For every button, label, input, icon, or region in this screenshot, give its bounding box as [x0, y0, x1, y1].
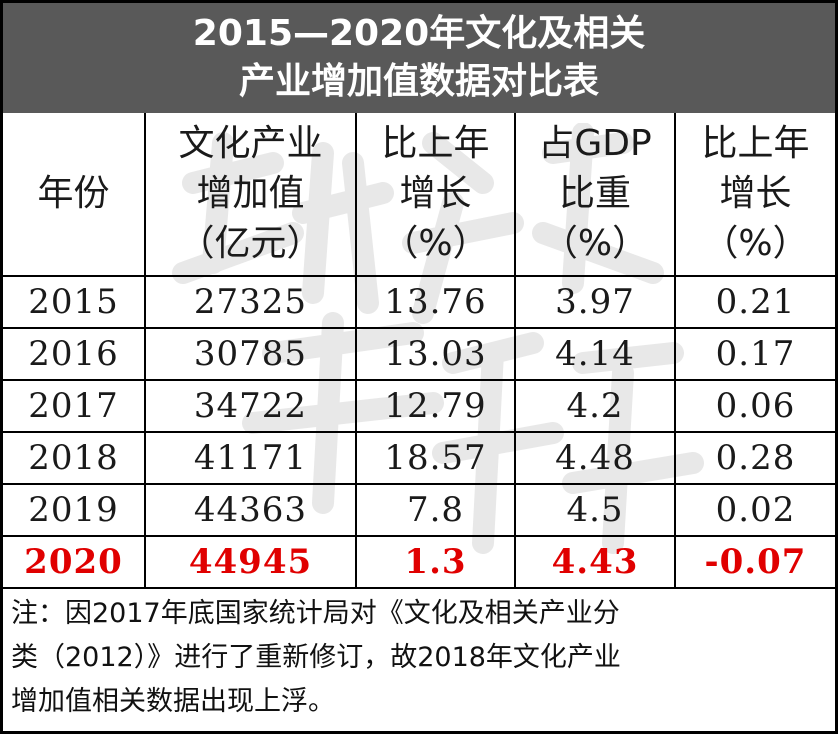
- cell-share-change: 0.28: [674, 431, 835, 485]
- header-year: 年份: [3, 113, 146, 277]
- header-growth-line-3: （%）: [382, 223, 489, 264]
- header-gdp-share-line-2: 比重: [558, 173, 631, 214]
- cell-value: 27325: [144, 275, 357, 329]
- table-row: 2018 41171 18.57 4.48 0.28: [3, 431, 835, 485]
- cell-gdp-share: 4.48: [514, 431, 676, 485]
- header-share-change-line-2: 增长: [719, 173, 792, 214]
- cell-gdp-share: 4.43: [514, 535, 676, 589]
- header-share-change-line-1: 比上年: [701, 123, 810, 164]
- header-growth-line-2: 增长: [399, 173, 472, 214]
- cell-share-change: -0.07: [674, 535, 835, 589]
- table-row: 2016 30785 13.03 4.14 0.17: [3, 327, 835, 381]
- cell-growth: 18.57: [355, 431, 516, 485]
- cell-share-change: 0.17: [674, 327, 835, 381]
- cell-value: 34722: [144, 379, 357, 433]
- header-growth-line-1: 比上年: [381, 123, 490, 164]
- header-value-line-2: 增加值: [196, 173, 305, 214]
- cell-growth: 13.76: [355, 275, 516, 329]
- header-gdp-share-line-3: （%）: [541, 223, 649, 264]
- cell-year: 2015: [3, 275, 146, 329]
- cell-share-change: 0.02: [674, 483, 835, 537]
- cell-value: 44363: [144, 483, 357, 537]
- cell-year: 2016: [3, 327, 146, 381]
- cell-growth: 1.3: [355, 535, 516, 589]
- header-value: 文化产业 增加值 （亿元）: [144, 113, 357, 277]
- cell-value: 44945: [144, 535, 357, 589]
- cell-gdp-share: 4.2: [514, 379, 676, 433]
- table-row: 2019 44363 7.8 4.5 0.02: [3, 483, 835, 537]
- cell-gdp-share: 4.5: [514, 483, 676, 537]
- header-growth: 比上年 增长 （%）: [355, 113, 516, 277]
- cell-gdp-share: 3.97: [514, 275, 676, 329]
- cell-year: 2020: [3, 535, 146, 589]
- cell-value: 41171: [144, 431, 357, 485]
- cell-growth: 13.03: [355, 327, 516, 381]
- footnote: 注：因2017年底国家统计局对《文化及相关产业分 类（2012）》进行了重新修订…: [11, 592, 827, 724]
- table-row-highlighted: 2020 44945 1.3 4.43 -0.07: [3, 535, 835, 589]
- cell-gdp-share: 4.14: [514, 327, 676, 381]
- cell-growth: 12.79: [355, 379, 516, 433]
- header-gdp-share: 占GDP 比重 （%）: [514, 113, 676, 277]
- header-share-change: 比上年 增长 （%）: [674, 113, 835, 277]
- table-title: 2015—2020年文化及相关 产业增加值数据对比表: [3, 3, 835, 113]
- header-year-label: 年份: [37, 173, 110, 214]
- cell-year: 2019: [3, 483, 146, 537]
- title-line-1: 2015—2020年文化及相关: [192, 13, 646, 54]
- cell-year: 2018: [3, 431, 146, 485]
- header-share-change-line-3: （%）: [702, 223, 809, 264]
- header-row: 年份 文化产业 增加值 （亿元） 比上年 增长 （%） 占GDP 比重 （%） …: [3, 113, 835, 277]
- header-value-line-3: （亿元）: [178, 223, 323, 264]
- title-line-2: 产业增加值数据对比表: [238, 61, 599, 102]
- footnote-line-3: 增加值相关数据出现上浮。: [11, 686, 335, 717]
- footnote-line-2: 类（2012）》进行了重新修订，故2018年文化产业: [11, 642, 621, 673]
- cell-year: 2017: [3, 379, 146, 433]
- header-gdp-share-line-1: 占GDP: [538, 123, 652, 164]
- table-row: 2015 27325 13.76 3.97 0.21: [3, 275, 835, 329]
- cell-share-change: 0.06: [674, 379, 835, 433]
- table-row: 2017 34722 12.79 4.2 0.06: [3, 379, 835, 433]
- header-value-line-1: 文化产业: [178, 123, 323, 164]
- cell-growth: 7.8: [355, 483, 516, 537]
- cell-value: 30785: [144, 327, 357, 381]
- cell-share-change: 0.21: [674, 275, 835, 329]
- footnote-line-1: 注：因2017年底国家统计局对《文化及相关产业分: [11, 598, 620, 629]
- data-table: 年份 文化产业 增加值 （亿元） 比上年 增长 （%） 占GDP 比重 （%） …: [3, 113, 835, 589]
